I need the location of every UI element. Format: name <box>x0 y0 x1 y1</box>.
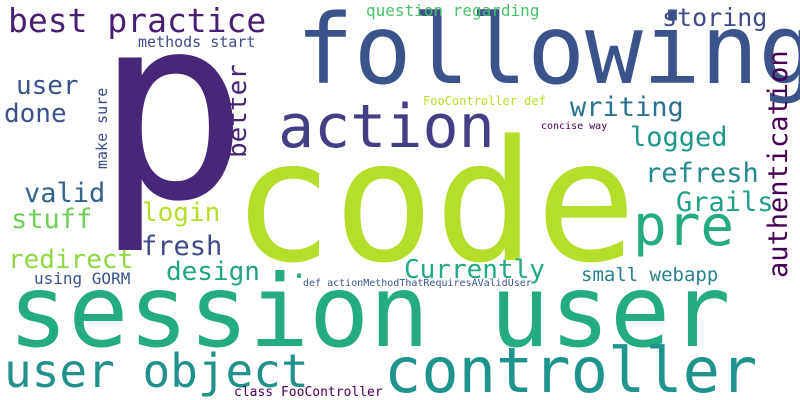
word-valid: valid <box>24 178 106 209</box>
word-pre: pre <box>633 194 735 259</box>
word-fresh: fresh <box>141 231 223 262</box>
word-storing: storing <box>662 3 768 32</box>
word-question-regarding: question regarding <box>366 1 540 20</box>
word-following: following <box>296 0 800 106</box>
word-def-action-method: def actionMethodThatRequiresAValidUser <box>303 278 532 289</box>
word-controller: controller <box>384 334 758 400</box>
word-refresh: refresh <box>645 158 759 189</box>
word-dot: . <box>290 251 309 286</box>
word-design: design <box>166 257 260 287</box>
word-user-object: user object <box>4 344 309 398</box>
word-p: p <box>95 0 249 258</box>
word-done: done <box>4 99 67 129</box>
word-session-user: session user <box>8 253 731 370</box>
word-grails: Grails <box>676 187 774 218</box>
word-stuff: stuff <box>11 204 93 235</box>
word-class-foocontroller: class FooController <box>234 385 383 400</box>
word-redirect: redirect <box>8 245 134 275</box>
word-make-sure: make sure <box>93 87 111 169</box>
word-code: code <box>232 104 637 300</box>
word-best-practice: best practice <box>8 1 267 40</box>
word-currently: Currently <box>404 255 545 285</box>
word-logged: logged <box>630 122 728 153</box>
word-using-gorm: using GORM <box>34 269 131 288</box>
word-better: better <box>223 64 253 158</box>
word-action: action <box>278 92 495 162</box>
word-concise-way: concise way <box>541 121 608 132</box>
word-small-webapp: small webapp <box>581 264 719 286</box>
word-user: user <box>16 71 79 101</box>
word-login: login <box>142 198 221 228</box>
word-foocontroller-def: FooController def <box>423 94 546 108</box>
word-methods-start: methods start <box>138 33 256 51</box>
word-writing: writing <box>570 92 684 123</box>
word-authentication: authentication <box>763 50 794 278</box>
